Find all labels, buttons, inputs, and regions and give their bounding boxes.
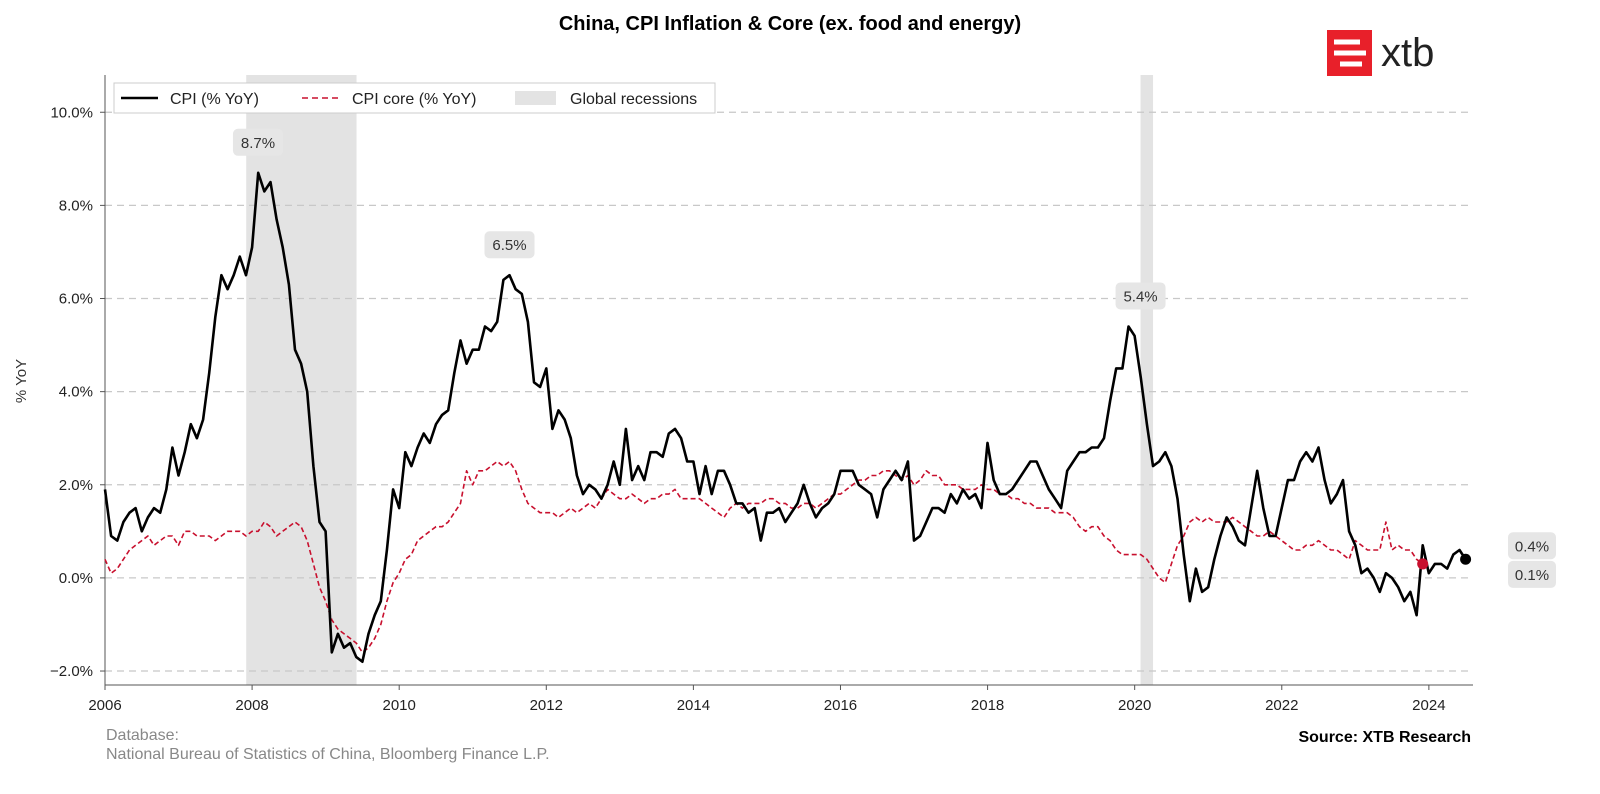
last-value-labels: 0.4% 0.1% [1508, 532, 1556, 588]
y-tick-label: 8.0% [59, 197, 93, 214]
recession-shading [246, 75, 1154, 685]
legend-cpi-label: CPI (% YoY) [170, 91, 259, 108]
grid [105, 111, 1473, 672]
x-tick-label: 2024 [1412, 697, 1445, 714]
recession-band [246, 75, 357, 685]
series-endpoint [1417, 558, 1429, 570]
y-tick-label: −2.0% [50, 663, 93, 680]
series-lines [103, 171, 1472, 663]
x-tick-label: 2018 [971, 697, 1004, 714]
x-tick-label: 2008 [235, 697, 268, 714]
y-tick-label: 4.0% [59, 384, 93, 401]
legend-core-label: CPI core (% YoY) [352, 91, 477, 108]
y-tick-label: 10.0% [50, 104, 93, 121]
y-tick-label: 0.0% [59, 570, 93, 587]
x-tick-label: 2006 [88, 697, 121, 714]
series-line-cpi-core [104, 460, 1424, 654]
legend-recession-swatch [515, 91, 556, 105]
x-ticks: 2006 2008 2010 2012 2014 2016 2018 2020 2022 2024 [88, 685, 1446, 714]
peak-label-box [232, 128, 283, 156]
y-ticks: −2.0% 0.0% 2.0% 4.0% 6.0% 8.0% 10.0% [50, 104, 105, 680]
logo-text: xtb [1381, 31, 1434, 75]
y-tick-label: 6.0% [59, 291, 93, 308]
chart-title: China, CPI Inflation & Core (ex. food an… [559, 13, 1021, 35]
x-tick-label: 2012 [530, 697, 563, 714]
series-line-cpi [103, 171, 1467, 663]
peak-label-box [484, 231, 535, 259]
peak-annotations: 8.7% 6.5% 5.4% [232, 128, 1166, 310]
peak-label: 5.4% [1123, 288, 1157, 305]
x-tick-label: 2022 [1265, 697, 1298, 714]
footer-database-label: Database: [106, 727, 179, 744]
last-value-label: 0.1% [1515, 567, 1549, 584]
y-tick-label: 2.0% [59, 477, 93, 494]
legend-recession-label: Global recessions [570, 91, 697, 108]
last-value-label: 0.4% [1515, 538, 1549, 555]
last-value-box [1508, 532, 1556, 560]
y-axis-label: % YoY [13, 359, 30, 403]
logo: xtb [1327, 30, 1434, 76]
recession-band [1140, 75, 1154, 685]
series-endpoint [1460, 553, 1472, 565]
peak-label: 8.7% [241, 135, 275, 152]
x-tick-label: 2020 [1118, 697, 1151, 714]
x-tick-label: 2010 [383, 697, 416, 714]
logo-mark-icon [1334, 39, 1366, 67]
footer-database-source: National Bureau of Statistics of China, … [106, 746, 550, 763]
legend-box [113, 82, 716, 114]
legend: CPI (% YoY) CPI core (% YoY) Global rece… [113, 82, 716, 114]
peak-label-box [1115, 282, 1166, 310]
footer-source: Source: XTB Research [1298, 729, 1471, 746]
peak-label: 6.5% [492, 237, 526, 254]
last-value-box [1508, 560, 1556, 588]
x-tick-label: 2014 [677, 697, 710, 714]
x-tick-label: 2016 [824, 697, 857, 714]
